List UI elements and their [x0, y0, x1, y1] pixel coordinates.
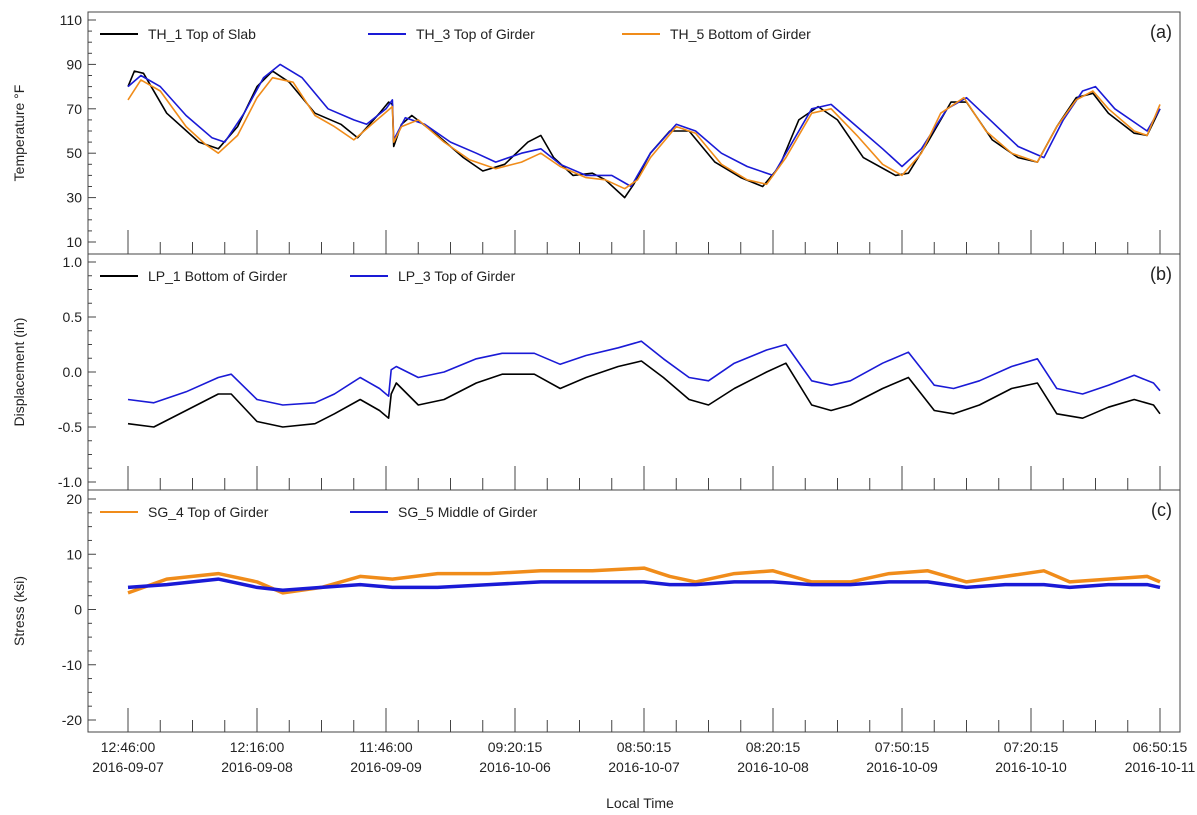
x-tick-label-time: 07:20:15 [1004, 739, 1059, 755]
y-tick-label: 30 [66, 190, 82, 206]
y-tick-label: 90 [66, 56, 82, 72]
y-axis-title: Displacement (in) [11, 318, 27, 427]
x-tick-label-date: 2016-10-09 [866, 759, 938, 775]
x-tick-label-date: 2016-10-08 [737, 759, 809, 775]
x-tick-label-date: 2016-09-08 [221, 759, 293, 775]
series-line-2 [127, 76, 1161, 190]
y-tick-label: 20 [66, 491, 82, 507]
series-line-1 [127, 340, 1161, 406]
y-tick-label: 10 [66, 546, 82, 562]
x-axis-title: Local Time [606, 795, 674, 811]
x-tick-label-date: 2016-09-09 [350, 759, 422, 775]
series-line-1 [127, 63, 1161, 188]
y-tick-label: -0.5 [58, 419, 82, 435]
y-tick-label: 110 [60, 12, 83, 28]
x-tick-label-time: 08:20:15 [746, 739, 801, 755]
series-line-1 [127, 577, 1161, 592]
plot-frame [87, 253, 1181, 491]
x-tick-label-date: 2016-09-07 [92, 759, 164, 775]
y-axis-title: Temperature °F [11, 85, 27, 182]
panel-0: 10 30 50 70 90 110 Temperature °F (a) TH_1 Top o… [11, 11, 1181, 255]
panel-tag: (b) [1150, 264, 1172, 284]
x-tick-label-time: 06:50:15 [1133, 739, 1188, 755]
x-tick-label-date: 2016-10-10 [995, 759, 1067, 775]
panel-tag: (c) [1151, 500, 1172, 520]
panel-2: -20 -10 0 10 20 Stress (ksi) (c) SG_4 Top of Gi… [11, 489, 1181, 733]
y-axis-title: Stress (ksi) [11, 576, 27, 646]
x-tick-label-time: 07:50:15 [875, 739, 930, 755]
series-line-0 [127, 360, 1161, 428]
y-tick-label: 1.0 [63, 254, 83, 270]
legend-label: LP_3 Top of Girder [398, 268, 516, 284]
x-tick-label-date: 2016-10-11 [1125, 759, 1196, 775]
y-tick-label: 10 [66, 234, 82, 250]
legend-label: SG_4 Top of Girder [148, 504, 269, 520]
panel-1: -1.0 -0.5 0.0 0.5 1.0 Displacement (in) (b) LP_… [11, 253, 1181, 491]
x-tick-label-date: 2016-10-06 [479, 759, 551, 775]
legend-label: LP_1 Bottom of Girder [148, 268, 288, 284]
legend-label: TH_1 Top of Slab [148, 26, 256, 42]
legend-label: SG_5 Middle of Girder [398, 504, 538, 520]
legend-label: TH_5 Bottom of Girder [670, 26, 811, 42]
panel-tag: (a) [1150, 22, 1172, 42]
y-tick-label: 0.5 [63, 309, 83, 325]
x-tick-label-time: 08:50:15 [617, 739, 672, 755]
x-tick-label-time: 09:20:15 [488, 739, 543, 755]
y-tick-label: -10 [62, 657, 82, 673]
plot-frame [87, 11, 1181, 255]
y-tick-label: 50 [66, 145, 82, 161]
legend-label: TH_3 Top of Girder [416, 26, 535, 42]
x-tick-label-time: 12:16:00 [230, 739, 285, 755]
y-tick-label: 70 [66, 101, 82, 117]
y-tick-label: 0.0 [63, 364, 83, 380]
plot-frame [87, 489, 1181, 733]
x-tick-label-time: 11:46:00 [359, 739, 413, 755]
y-tick-label: -20 [62, 712, 82, 728]
y-tick-label: -1.0 [58, 474, 82, 490]
x-tick-label-time: 12:46:00 [101, 739, 156, 755]
y-tick-label: 0 [74, 602, 82, 618]
x-tick-label-date: 2016-10-07 [608, 759, 680, 775]
